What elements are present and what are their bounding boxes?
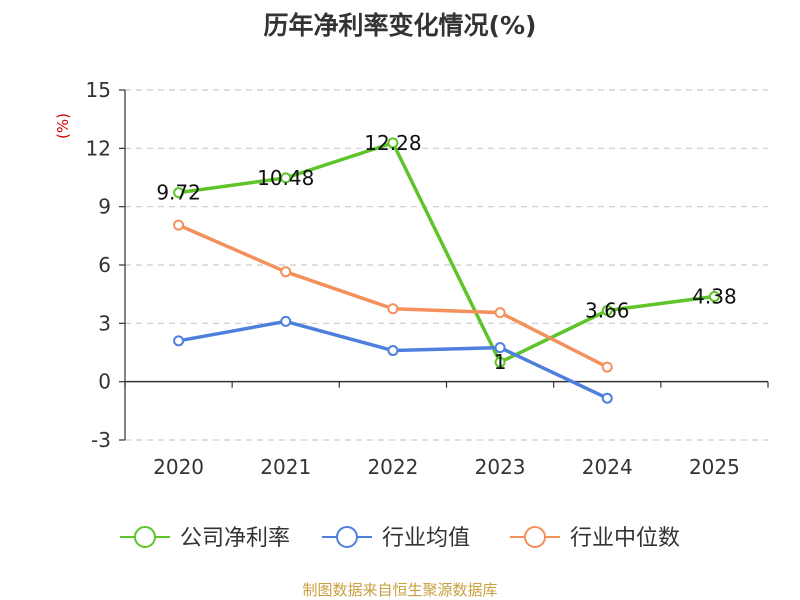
- x-tick-label: 2023: [475, 455, 526, 479]
- y-tick-label: 0: [98, 370, 111, 394]
- y-tick-label: -3: [91, 428, 111, 452]
- data-point: [173, 187, 185, 199]
- data-point: [280, 266, 292, 278]
- data-label: 1: [494, 350, 507, 374]
- chart-title: 历年净利率变化情况(%): [264, 11, 537, 40]
- data-point: [494, 342, 506, 354]
- data-labels: 9.72 10.48 12.28 1 3.66 4.38: [156, 131, 736, 374]
- legend-swatch-marker: [336, 526, 358, 548]
- data-label: 3.66: [585, 299, 630, 323]
- data-point: [601, 305, 613, 316]
- series-lines: [173, 137, 720, 404]
- legend-swatch-marker: [134, 526, 156, 548]
- legend-label: 行业均值: [382, 526, 470, 551]
- data-point: [708, 291, 720, 302]
- x-tick-label: 2021: [260, 455, 311, 479]
- legend-swatch-marker: [524, 526, 546, 548]
- axes: -3 0 3 6 9 12 15 2020 2021 2022 2023 2024 2025: [86, 78, 769, 479]
- data-point: [601, 392, 613, 404]
- data-point: [387, 303, 399, 315]
- data-point: [494, 356, 506, 368]
- legend-label: 公司净利率: [180, 526, 290, 551]
- data-point: [280, 172, 292, 184]
- x-tick-label: 2025: [689, 455, 740, 479]
- grid-lines: [125, 89, 768, 441]
- data-point: [387, 137, 399, 149]
- data-label: 12.28: [364, 131, 421, 155]
- data-point: [173, 335, 185, 347]
- x-tick-label: 2024: [582, 455, 633, 479]
- legend-label: 行业中位数: [570, 526, 680, 551]
- x-tick-label: 2020: [153, 455, 204, 479]
- y-tick-label: 9: [98, 195, 111, 219]
- data-label: 9.72: [156, 181, 201, 205]
- series-line: [176, 141, 717, 364]
- x-tick-label: 2022: [367, 455, 418, 479]
- data-label: 10.48: [257, 166, 314, 190]
- data-point: [173, 219, 185, 231]
- y-tick-label: 6: [98, 253, 111, 277]
- y-tick-label: 15: [86, 78, 111, 102]
- data-point: [387, 345, 399, 357]
- y-axis-unit-label: (%): [54, 113, 72, 139]
- data-point: [280, 315, 292, 327]
- source-note: 制图数据来自恒生聚源数据库: [302, 581, 497, 599]
- data-point: [601, 361, 613, 373]
- legend: 公司净利率 行业均值 行业中位数: [120, 526, 680, 551]
- data-point: [494, 307, 506, 319]
- data-label: 4.38: [692, 285, 737, 309]
- y-tick-label: 3: [98, 311, 111, 335]
- y-tick-label: 12: [86, 136, 111, 160]
